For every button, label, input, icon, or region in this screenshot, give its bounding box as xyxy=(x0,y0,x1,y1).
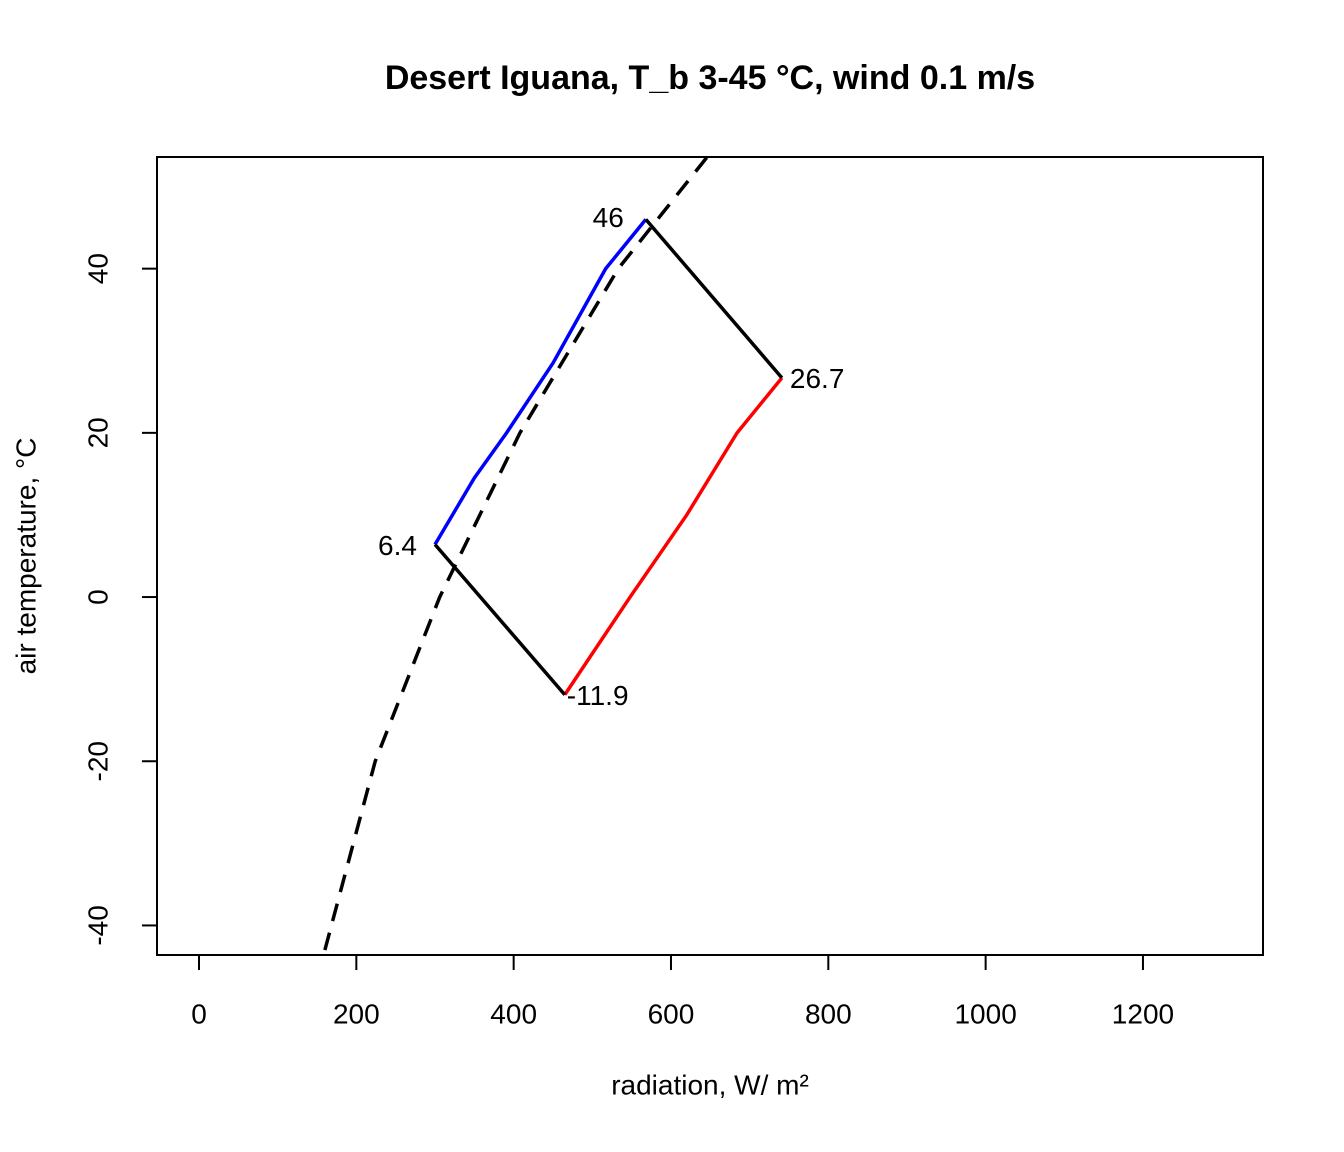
y-tick-label: 0 xyxy=(82,589,113,605)
y-tick-label: -20 xyxy=(82,741,113,781)
x-tick-label: 1200 xyxy=(1112,998,1174,1029)
annotation: 6.4 xyxy=(378,530,417,561)
x-tick-label: 600 xyxy=(648,998,695,1029)
series-line xyxy=(433,543,567,696)
x-axis-label: radiation, W/ m² xyxy=(611,1069,809,1100)
annotation: 26.7 xyxy=(790,363,845,394)
x-tick-label: 1000 xyxy=(954,998,1016,1029)
y-tick-label: 40 xyxy=(82,253,113,284)
annotation: -11.9 xyxy=(567,680,629,711)
plot-area xyxy=(323,157,784,951)
y-tick-label: -40 xyxy=(82,905,113,945)
y-axis-label: air temperature, °C xyxy=(10,438,41,675)
plot-frame xyxy=(156,156,1264,956)
series-line xyxy=(433,218,648,546)
series-line xyxy=(644,218,784,379)
series-line xyxy=(323,157,709,951)
series-line xyxy=(563,376,784,696)
annotation: 46 xyxy=(593,202,624,233)
x-tick-label: 200 xyxy=(333,998,380,1029)
y-tick-label: 20 xyxy=(82,417,113,448)
x-tick-label: 800 xyxy=(805,998,852,1029)
x-tick-label: 0 xyxy=(191,998,207,1029)
chart-title: Desert Iguana, T_b 3-45 °C, wind 0.1 m/s xyxy=(385,59,1035,97)
x-tick-label: 400 xyxy=(490,998,537,1029)
